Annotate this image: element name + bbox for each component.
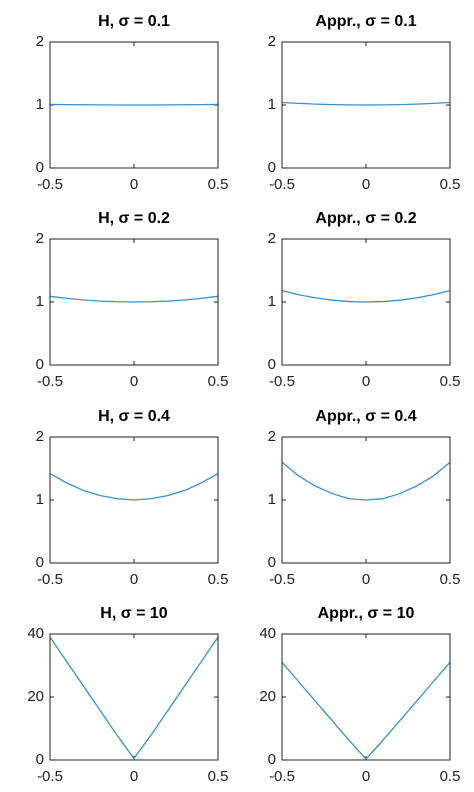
x-tick-label: -0.5 [269,571,295,588]
x-tick-label: -0.5 [37,373,63,390]
y-tick-label: 1 [36,96,44,113]
axes-box [49,633,219,761]
data-line [281,661,451,761]
x-tick-label: 0 [130,571,138,588]
x-tick-label: 0 [362,176,370,193]
subplot-title: H, σ = 0.4 [98,408,170,425]
y-tick-label: 1 [36,293,44,310]
y-tick-label: 2 [268,428,276,445]
axes-box [49,436,219,564]
subplot-title: Appr., σ = 0.1 [315,13,416,30]
x-tick-label: 0.5 [440,373,461,390]
y-tick-label: 0 [268,751,276,768]
axes-box [49,41,219,169]
y-tick-label: 0 [36,159,44,176]
data-line [281,461,451,501]
y-tick-label: 0 [268,159,276,176]
data-line [281,290,451,303]
x-tick-label: 0.5 [440,768,461,785]
y-tick-label: 2 [268,230,276,247]
subplot-title: H, σ = 10 [100,605,168,622]
y-tick-label: 2 [36,230,44,247]
x-tick-label: 0 [362,373,370,390]
x-tick-label: 0.5 [208,176,229,193]
x-tick-label: 0 [362,768,370,785]
y-tick-label: 20 [27,688,44,705]
data-line [49,103,219,106]
y-tick-label: 1 [268,96,276,113]
y-tick-label: 1 [268,293,276,310]
subplot-title: H, σ = 0.1 [98,13,170,30]
x-tick-label: 0.5 [208,768,229,785]
axes-box [281,436,451,564]
x-tick-label: -0.5 [37,571,63,588]
y-tick-label: 1 [268,491,276,508]
x-tick-label: 0.5 [440,176,461,193]
y-tick-label: 40 [259,625,276,642]
x-tick-label: -0.5 [269,373,295,390]
y-tick-label: 0 [268,554,276,571]
x-tick-label: -0.5 [37,768,63,785]
axes-box [281,238,451,366]
subplot-title: Appr., σ = 10 [318,605,415,622]
data-line [49,472,219,501]
y-tick-label: 2 [36,428,44,445]
axes-box [49,238,219,366]
y-tick-label: 0 [268,356,276,373]
y-tick-label: 0 [36,751,44,768]
x-tick-label: 0.5 [208,571,229,588]
x-tick-label: 0 [130,768,138,785]
subplot-title: Appr., σ = 0.2 [315,210,416,227]
axes-box [281,41,451,169]
data-line [281,101,451,106]
x-tick-label: -0.5 [269,176,295,193]
y-tick-label: 20 [259,688,276,705]
x-tick-label: 0.5 [440,571,461,588]
y-tick-label: 40 [27,625,44,642]
y-tick-label: 2 [268,33,276,50]
data-line [49,636,219,760]
y-tick-label: 1 [36,491,44,508]
x-tick-label: -0.5 [37,176,63,193]
subplot-title: H, σ = 0.2 [98,210,170,227]
x-tick-label: 0 [362,571,370,588]
axes-box [281,633,451,761]
subplot-title: Appr., σ = 0.4 [315,408,416,425]
y-tick-label: 0 [36,356,44,373]
x-tick-label: -0.5 [269,768,295,785]
x-tick-label: 0.5 [208,373,229,390]
x-tick-label: 0 [130,373,138,390]
data-line [49,295,219,303]
y-tick-label: 2 [36,33,44,50]
x-tick-label: 0 [130,176,138,193]
y-tick-label: 0 [36,554,44,571]
